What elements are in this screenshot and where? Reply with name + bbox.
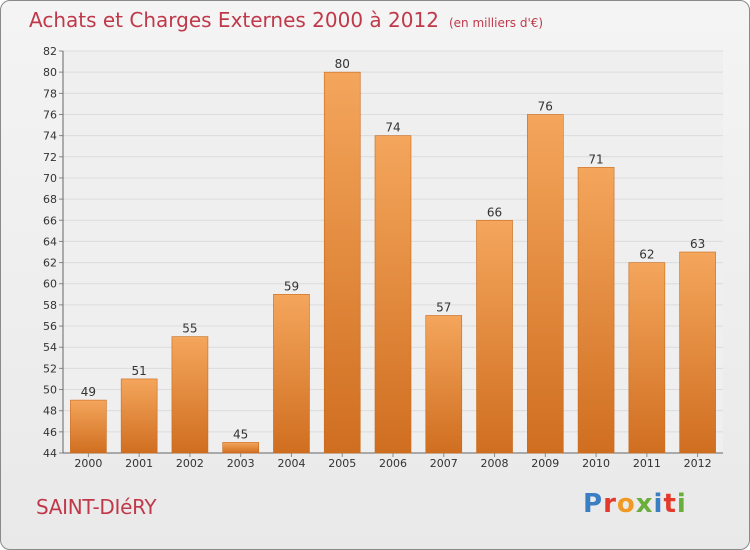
y-tick-label: 52: [43, 362, 57, 375]
x-tick-label: 2006: [379, 457, 407, 470]
y-tick-label: 58: [43, 299, 57, 312]
logo-letter: i: [676, 489, 687, 519]
x-tick-label: 2003: [227, 457, 255, 470]
bar: [273, 294, 310, 454]
logo-letter: t: [663, 489, 677, 519]
x-tick-label: 2004: [277, 457, 305, 470]
y-tick-label: 56: [43, 320, 57, 333]
bar-value-label: 59: [284, 279, 299, 293]
bar-value-label: 76: [538, 99, 553, 113]
y-tick-label: 80: [43, 66, 57, 79]
bar-value-label: 62: [639, 248, 654, 262]
bar: [70, 399, 107, 454]
bar: [323, 71, 361, 454]
x-tick-label: 2002: [176, 457, 204, 470]
y-tick-label: 76: [43, 108, 57, 121]
x-tick-label: 2010: [582, 457, 610, 470]
bar-value-label: 55: [182, 322, 197, 336]
bar-value-label: 57: [436, 300, 451, 314]
x-tick-label: 2000: [74, 457, 102, 470]
y-tick-label: 50: [43, 384, 57, 397]
commune-name: SAINT-DIéRY: [36, 495, 157, 519]
y-tick-label: 62: [43, 257, 57, 270]
bar-value-label: 80: [335, 57, 350, 71]
bar: [476, 219, 513, 454]
x-tick-label: 2005: [328, 457, 356, 470]
bar-value-label: 51: [132, 364, 147, 378]
x-tick-label: 2011: [633, 457, 661, 470]
bar-value-label: 49: [81, 385, 96, 399]
bar: [577, 167, 615, 454]
bar: [679, 251, 716, 454]
chart-title: Achats et Charges Externes 2000 à 2012 (e…: [29, 8, 543, 32]
chart-title-text: Achats et Charges Externes 2000 à 2012: [29, 8, 439, 32]
y-tick-label: 48: [43, 405, 57, 418]
bar-value-label: 71: [588, 152, 603, 166]
logo-letter: o: [616, 489, 636, 519]
bar: [222, 442, 259, 454]
x-tick-label: 2001: [125, 457, 153, 470]
y-tick-label: 64: [43, 235, 57, 248]
y-tick-label: 60: [43, 278, 57, 291]
x-tick-label: 2009: [531, 457, 559, 470]
bar: [171, 336, 209, 454]
bar-value-label: 63: [690, 237, 705, 251]
y-tick-label: 78: [43, 87, 57, 100]
bar: [374, 135, 412, 454]
y-tick-label: 70: [43, 172, 57, 185]
y-tick-label: 72: [43, 151, 57, 164]
x-tick-label: 2007: [430, 457, 458, 470]
bar: [527, 114, 564, 454]
y-tick-label: 66: [43, 214, 57, 227]
y-tick-label: 82: [43, 45, 57, 58]
bar: [120, 378, 158, 454]
chart-subtitle: (en milliers d'€): [448, 16, 544, 30]
y-tick-label: 44: [43, 447, 57, 460]
y-tick-label: 68: [43, 193, 57, 206]
proxiti-logo: Proxiti: [583, 489, 687, 519]
bar-value-label: 66: [487, 205, 502, 219]
x-tick-label: 2012: [684, 457, 712, 470]
x-tick-label: 2008: [481, 457, 509, 470]
logo-letter: r: [603, 489, 617, 519]
bar: [425, 315, 463, 454]
bar-value-label: 45: [233, 427, 248, 441]
y-tick-label: 54: [43, 341, 57, 354]
y-tick-label: 74: [43, 130, 57, 143]
logo-letter: x: [635, 489, 654, 519]
y-tick-label: 46: [43, 426, 57, 439]
logo-letter: i: [653, 489, 664, 519]
bar: [628, 262, 666, 454]
bar-value-label: 74: [385, 121, 400, 135]
logo-letter: P: [583, 489, 604, 519]
